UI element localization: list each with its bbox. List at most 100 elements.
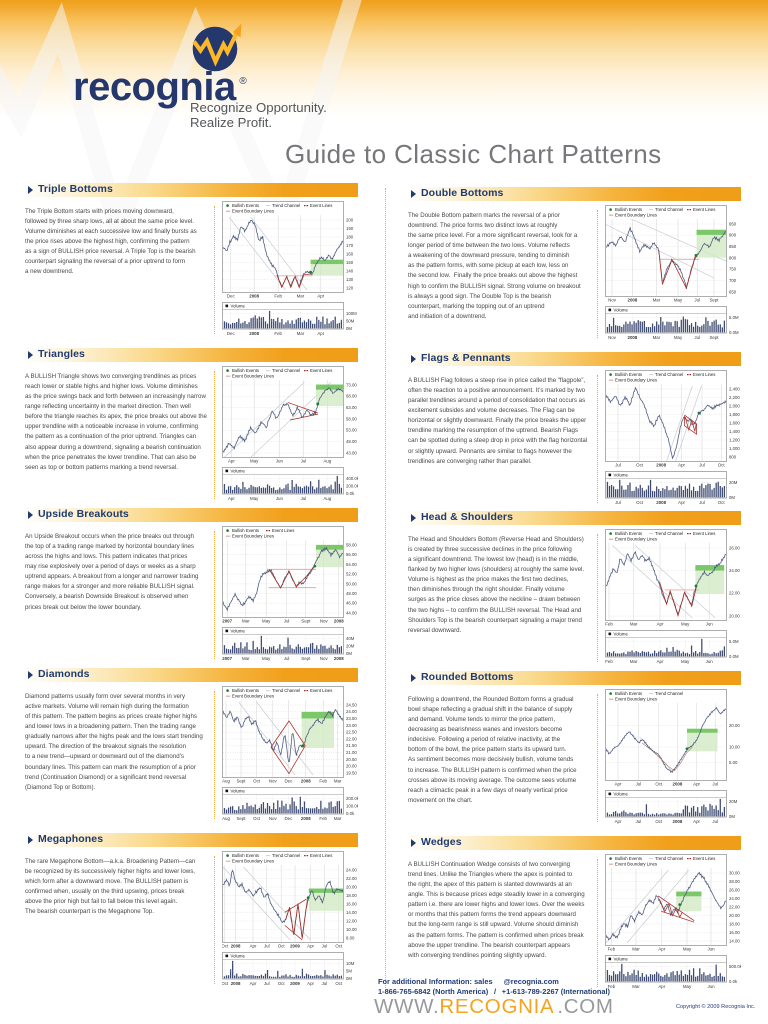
bullish-event-marker: [694, 253, 698, 257]
legend-label: Event Boundary Lines: [232, 374, 274, 379]
x-axis-label: Jul: [615, 500, 621, 505]
x-axis-label: Apr: [678, 500, 685, 505]
y-axis-label: 10.00: [729, 744, 740, 749]
y-axis-label: 20.00: [729, 723, 740, 728]
volume-bars: [223, 310, 343, 329]
volume-axis-label: 0M: [729, 814, 735, 819]
trend-channel-line: [626, 869, 690, 944]
section-title: Flags & Pennants: [421, 352, 511, 364]
y-axis-label: 22.00: [346, 876, 357, 881]
legend-label: Event Boundary Lines: [615, 537, 657, 542]
x-axis-label: Jul: [322, 944, 328, 949]
y-axis-label: 21.50: [346, 743, 357, 748]
x-axis-label: Oct: [718, 500, 726, 505]
x-axis-label: Dec: [227, 294, 236, 299]
x-axis-label: 2008: [673, 819, 683, 824]
x-axis-label: 2008: [231, 981, 241, 986]
volume-bars: [223, 635, 343, 654]
x-axis-label: Mar: [632, 947, 640, 952]
legend-label: Event Boundary Lines: [232, 694, 274, 699]
y-axis-label: 23.50: [346, 716, 357, 721]
x-axis-label: Feb: [274, 294, 282, 299]
volume-axis-label: 0.0k: [729, 979, 738, 984]
legend-label: Bullish Events: [615, 531, 642, 536]
section-title: Rounded Bottoms: [421, 671, 514, 683]
legend-label: Trend Channel: [272, 203, 300, 208]
section-divider: [596, 859, 598, 987]
legend-label: Bullish Events: [232, 203, 259, 208]
x-axis-label: Mar: [632, 984, 640, 989]
section-body: An Upside Breakout occurs when the price…: [25, 532, 199, 611]
section-chart: 2,400 2,200 2,000 1,800 1,600 1,400 1,200 1,000…: [605, 370, 741, 510]
event-line: [276, 273, 312, 289]
y-axis-label: 20.00: [346, 884, 357, 889]
volume-axis-label: 500.0k: [729, 964, 741, 969]
chart-legend-row: Bullish Events Trend Channel Event Lines: [609, 207, 715, 212]
y-axis-label: 20.00: [346, 764, 357, 769]
x-axis-label: May: [250, 496, 259, 501]
x-axis-label: Dec: [227, 331, 236, 336]
section-upside-breakouts: Upside Breakouts An Upside Breakout occur…: [25, 508, 358, 661]
x-axis-label: Jun: [707, 984, 715, 989]
chart-legend-row: Event Boundary Lines: [609, 537, 657, 542]
volume-axis-label: 0M: [346, 326, 352, 331]
trend-channel-line: [606, 224, 715, 279]
chart-legend-row: Event Boundary Lines: [226, 859, 274, 864]
y-axis-label: 12.00: [346, 918, 357, 923]
triangle-bullet-icon: [28, 511, 33, 519]
trend-channel-line: [224, 381, 305, 457]
section-title: Diamonds: [38, 668, 90, 680]
section-header-megaphones: Megaphones: [25, 833, 358, 847]
volume-axis-label: 20M: [729, 480, 738, 485]
section-header-triangles: Triangles: [25, 348, 358, 362]
x-axis-label: Oct: [335, 944, 343, 949]
y-axis-label: 800: [729, 255, 737, 260]
trend-channel-line: [611, 544, 693, 619]
section-chart: 24.50 24.00 23.50 23.00 22.50 22.00 21.50 21.00…: [222, 686, 360, 826]
price-series: [223, 709, 343, 762]
x-axis-label: Oct: [278, 981, 286, 986]
x-axis-label: Dec: [284, 779, 293, 784]
x-axis-label: Sept: [709, 298, 719, 303]
header-art: [0, 0, 362, 240]
bullish-event-marker: [697, 411, 701, 415]
x-axis-label: Oct: [655, 819, 663, 824]
footer-email: @recognia.com: [503, 976, 559, 986]
y-axis-label: 43.00: [346, 450, 357, 455]
x-axis-label: Apr: [615, 819, 622, 824]
x-axis-label: Oct: [335, 981, 343, 986]
y-axis-label: 50.00: [346, 581, 357, 586]
trend-channel-line: [238, 701, 296, 776]
x-axis-label: Sept: [236, 779, 246, 784]
tagline-line1: Recognize Opportunity.: [190, 99, 327, 115]
event-line: [684, 417, 697, 432]
footer-copyright: Copyright © 2009 Recognia Inc.: [676, 1004, 756, 1010]
y-axis-label: 200: [346, 217, 354, 222]
chart-legend-row: Event Boundary Lines: [226, 374, 274, 379]
x-axis-label: May: [262, 656, 271, 661]
x-axis-label: Feb: [608, 947, 616, 952]
y-axis-label: 16.00: [346, 901, 357, 906]
x-axis-label: Feb: [274, 331, 282, 336]
chart-legend-row: Bullish Events Trend Channel Event Lines: [226, 203, 332, 208]
chart-upside-breakouts: 58.00 56.00 54.00 52.00 50.00 48.00 46.00 44.00…: [222, 526, 357, 661]
event-line: [287, 402, 318, 414]
y-axis-label: 22.00: [729, 904, 740, 909]
footer-info-label: For additional Information: sales: [378, 976, 493, 986]
x-axis-label: May: [262, 619, 271, 624]
y-axis-label: 900: [729, 233, 737, 238]
bullish-target-band: [676, 891, 702, 897]
x-axis-label: Feb: [319, 816, 327, 821]
y-axis-label: 10.00: [346, 927, 357, 932]
x-axis-label: Apr: [693, 819, 700, 824]
x-axis-label: Oct: [718, 463, 726, 468]
chart-head-shoulders: 26.00 24.00 22.00 20.00 Bullish Events Trend …: [605, 529, 740, 664]
x-axis-label: Jul: [694, 298, 700, 303]
x-axis-label: Sept: [301, 619, 311, 624]
volume-axis-label: 5.0M: [729, 639, 739, 644]
x-axis-label: Apr: [317, 331, 324, 336]
chart-legend-row: Bullish Events Trend Channel Event Lines: [609, 372, 715, 377]
legend-label: Event Lines: [310, 203, 332, 208]
y-axis-label: 700: [729, 278, 737, 283]
